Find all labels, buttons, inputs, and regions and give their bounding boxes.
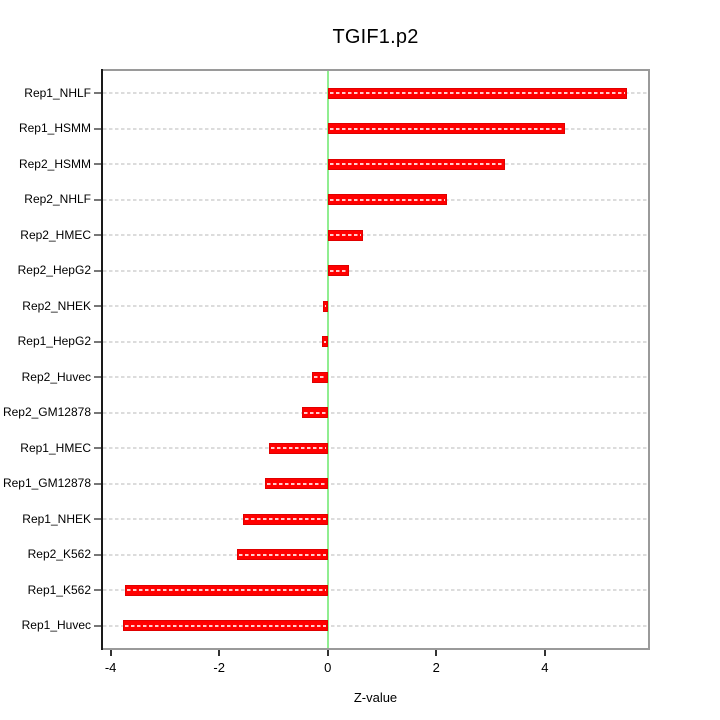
y-axis-tick: [94, 624, 101, 627]
gridline: [103, 624, 648, 627]
x-axis-title: Z-value: [353, 690, 398, 705]
y-axis-tick: [94, 163, 101, 165]
y-axis-tick: [94, 92, 101, 94]
bar-grid-overlay: [329, 198, 446, 201]
y-axis-tick: [94, 305, 101, 307]
gridline: [103, 376, 648, 378]
x-axis-tick: [109, 650, 112, 656]
gridline: [103, 269, 648, 272]
gridline: [103, 553, 648, 556]
bar-Rep1_HMEC: [269, 442, 328, 454]
bar-grid-overlay: [324, 340, 326, 343]
x-axis-tick: [435, 650, 438, 656]
y-axis-tick: [94, 553, 101, 556]
y-axis-label: Rep2_NHLF: [24, 192, 91, 206]
plot-area: [103, 71, 648, 648]
y-axis-label: Rep2_NHEK: [22, 298, 91, 313]
gridline: [103, 340, 648, 343]
y-axis-label: Rep1_GM12878: [2, 476, 91, 490]
gridline: [103, 589, 648, 591]
y-axis-tick: [94, 589, 101, 591]
bar-Rep1_NHEK: [242, 513, 328, 525]
y-axis-label: Rep1_Huvec: [21, 618, 91, 632]
gridline: [103, 447, 648, 449]
bar-Rep1_K562: [125, 584, 328, 596]
gridline: [103, 234, 648, 236]
y-axis-label: Rep2_HSMM: [18, 156, 91, 171]
y-axis-tick: [94, 376, 101, 378]
bar-grid-overlay: [329, 234, 361, 236]
bar-Rep1_HSMM: [327, 123, 565, 134]
y-axis-label: Rep2_GM12878: [2, 405, 91, 419]
bar-grid-overlay: [239, 553, 326, 556]
bar-grid-overlay: [244, 518, 326, 520]
y-axis-tick: [94, 269, 101, 272]
x-axis-tick: [326, 650, 329, 656]
y-axis-label: Rep2_Huvec: [21, 369, 91, 384]
bar-Rep2_NHLF: [327, 194, 448, 205]
y-axis-label: Rep1_NHEK: [22, 511, 91, 526]
y-axis-tick: [94, 482, 101, 485]
bar-Rep2_HSMM: [327, 158, 506, 170]
y-axis-line: [101, 69, 103, 650]
gridline: [103, 518, 648, 520]
x-axis-tick: [218, 650, 221, 656]
bar-Rep1_HepG2: [322, 336, 328, 347]
chart-title: TGIF1.p2: [332, 26, 419, 48]
bar-grid-overlay: [329, 269, 347, 272]
bar-Rep1_GM12878: [265, 478, 328, 489]
gridline: [103, 411, 648, 414]
bar-Rep2_HepG2: [327, 265, 349, 276]
bar-grid-overlay: [271, 447, 326, 449]
y-axis-tick: [94, 447, 101, 449]
y-axis-label: Rep2_HepG2: [17, 263, 91, 277]
y-axis-label: Rep2_HMEC: [20, 227, 91, 242]
y-axis-tick: [94, 518, 101, 520]
bar-grid-overlay: [267, 482, 326, 485]
y-axis-label: Rep1_NHLF: [24, 85, 91, 100]
x-tick-label: 0: [324, 660, 332, 675]
zero-reference-line: [326, 71, 329, 648]
bar-Rep1_NHLF: [327, 87, 627, 99]
y-axis-label: Rep1_K562: [27, 582, 91, 597]
bar-Rep2_HMEC: [327, 229, 363, 241]
y-axis-tick: [94, 198, 101, 201]
x-tick-label: 2: [432, 660, 440, 675]
gridline: [103, 482, 648, 485]
bar-Rep2_NHEK: [323, 300, 328, 312]
y-axis-label: Rep1_HMEC: [20, 440, 91, 455]
y-axis-tick: [94, 340, 101, 343]
bar-grid-overlay: [313, 376, 326, 378]
bar-Rep2_K562: [237, 549, 328, 560]
y-axis-tick: [94, 234, 101, 236]
bar-Rep2_Huvec: [311, 371, 328, 383]
x-axis-tick: [543, 650, 546, 656]
x-tick-label: -4: [104, 660, 117, 675]
bar-grid-overlay: [125, 624, 326, 627]
y-axis-tick: [94, 411, 101, 414]
y-axis-label: Rep1_HSMM: [18, 121, 91, 135]
y-axis-label: Rep1_HepG2: [17, 334, 91, 348]
bar-Rep1_Huvec: [123, 620, 328, 631]
bar-grid-overlay: [329, 127, 563, 130]
gridline: [103, 305, 648, 307]
bar-grid-overlay: [329, 92, 625, 94]
bar-grid-overlay: [303, 411, 326, 414]
bar-Rep2_GM12878: [301, 407, 328, 418]
x-tick-label: -2: [213, 660, 225, 675]
x-tick-label: 4: [541, 660, 549, 675]
y-axis-tick: [94, 127, 101, 130]
bar-grid-overlay: [127, 589, 326, 591]
y-axis-label: Rep2_K562: [27, 547, 91, 561]
bar-grid-overlay: [329, 163, 504, 165]
